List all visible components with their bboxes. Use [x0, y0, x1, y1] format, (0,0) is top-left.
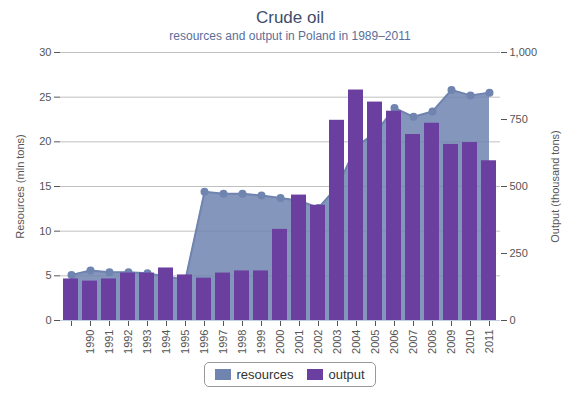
svg-text:750: 750	[510, 113, 528, 125]
svg-text:20: 20	[39, 135, 51, 147]
html-text:resources and output in Poland: resources and output in Poland in 1989–2…	[169, 29, 411, 43]
html-text:Crude oil: Crude oil	[256, 8, 324, 27]
svg-text:1994: 1994	[160, 330, 172, 354]
svg-text:2008: 2008	[426, 330, 438, 354]
svg-text:2005: 2005	[369, 330, 381, 354]
svg-text:1999: 1999	[255, 330, 267, 354]
svg-text:10: 10	[39, 225, 51, 237]
svg-text:1990: 1990	[84, 330, 96, 354]
svg-text:0: 0	[45, 314, 51, 326]
svg-text:2001: 2001	[293, 330, 305, 354]
svg-text:250: 250	[510, 247, 528, 259]
svg-text:2010: 2010	[464, 330, 476, 354]
svg-text:15: 15	[39, 180, 51, 192]
svg-text:2003: 2003	[331, 330, 343, 354]
svg-text:30: 30	[39, 46, 51, 58]
html-text:output: output	[328, 367, 365, 382]
html-text:resources: resources	[236, 367, 294, 382]
svg-text:500: 500	[510, 180, 528, 192]
svg-text:5: 5	[45, 269, 51, 281]
svg-text:2002: 2002	[312, 330, 324, 354]
svg-text:2009: 2009	[445, 330, 457, 354]
svg-text:2007: 2007	[407, 330, 419, 354]
svg-text:1996: 1996	[198, 330, 210, 354]
svg-text:1992: 1992	[122, 330, 134, 354]
svg-text:Resources (mln tons): Resources (mln tons)	[14, 134, 26, 239]
svg-text:1,000: 1,000	[510, 46, 538, 58]
svg-text:2004: 2004	[350, 330, 362, 354]
svg-text:1991: 1991	[103, 330, 115, 354]
svg-text:25: 25	[39, 91, 51, 103]
svg-text:2006: 2006	[388, 330, 400, 354]
svg-text:2011: 2011	[483, 330, 495, 354]
svg-text:1993: 1993	[141, 330, 153, 354]
svg-text:2000: 2000	[274, 330, 286, 354]
svg-text:Output (thousand tons): Output (thousand tons)	[549, 130, 561, 243]
svg-text:1998: 1998	[236, 330, 248, 354]
svg-text:1997: 1997	[217, 330, 229, 354]
svg-text:0: 0	[510, 314, 516, 326]
svg-text:1995: 1995	[179, 330, 191, 354]
